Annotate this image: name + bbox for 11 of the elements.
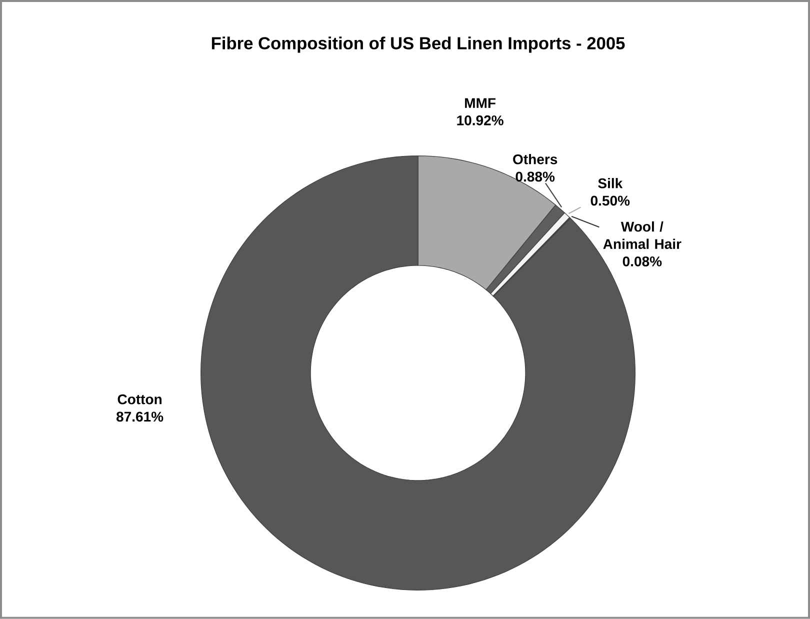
data-label: 0.50% <box>590 196 630 206</box>
chart-title: Fibre Composition of US Bed Linen Imports - 2005 <box>212 36 625 53</box>
slice-label: Wool / Animal Hair <box>603 221 682 250</box>
data-label: 0.08% <box>622 256 662 266</box>
data-label: 0.88% <box>516 172 555 182</box>
slice-label: Cotton <box>118 394 162 404</box>
slice-label: Silk <box>598 178 623 188</box>
data-label: 87.61% <box>116 412 164 422</box>
slice-label: Others <box>513 154 558 164</box>
slice-label: MMF <box>465 98 496 108</box>
data-label: 10.92% <box>457 116 504 126</box>
